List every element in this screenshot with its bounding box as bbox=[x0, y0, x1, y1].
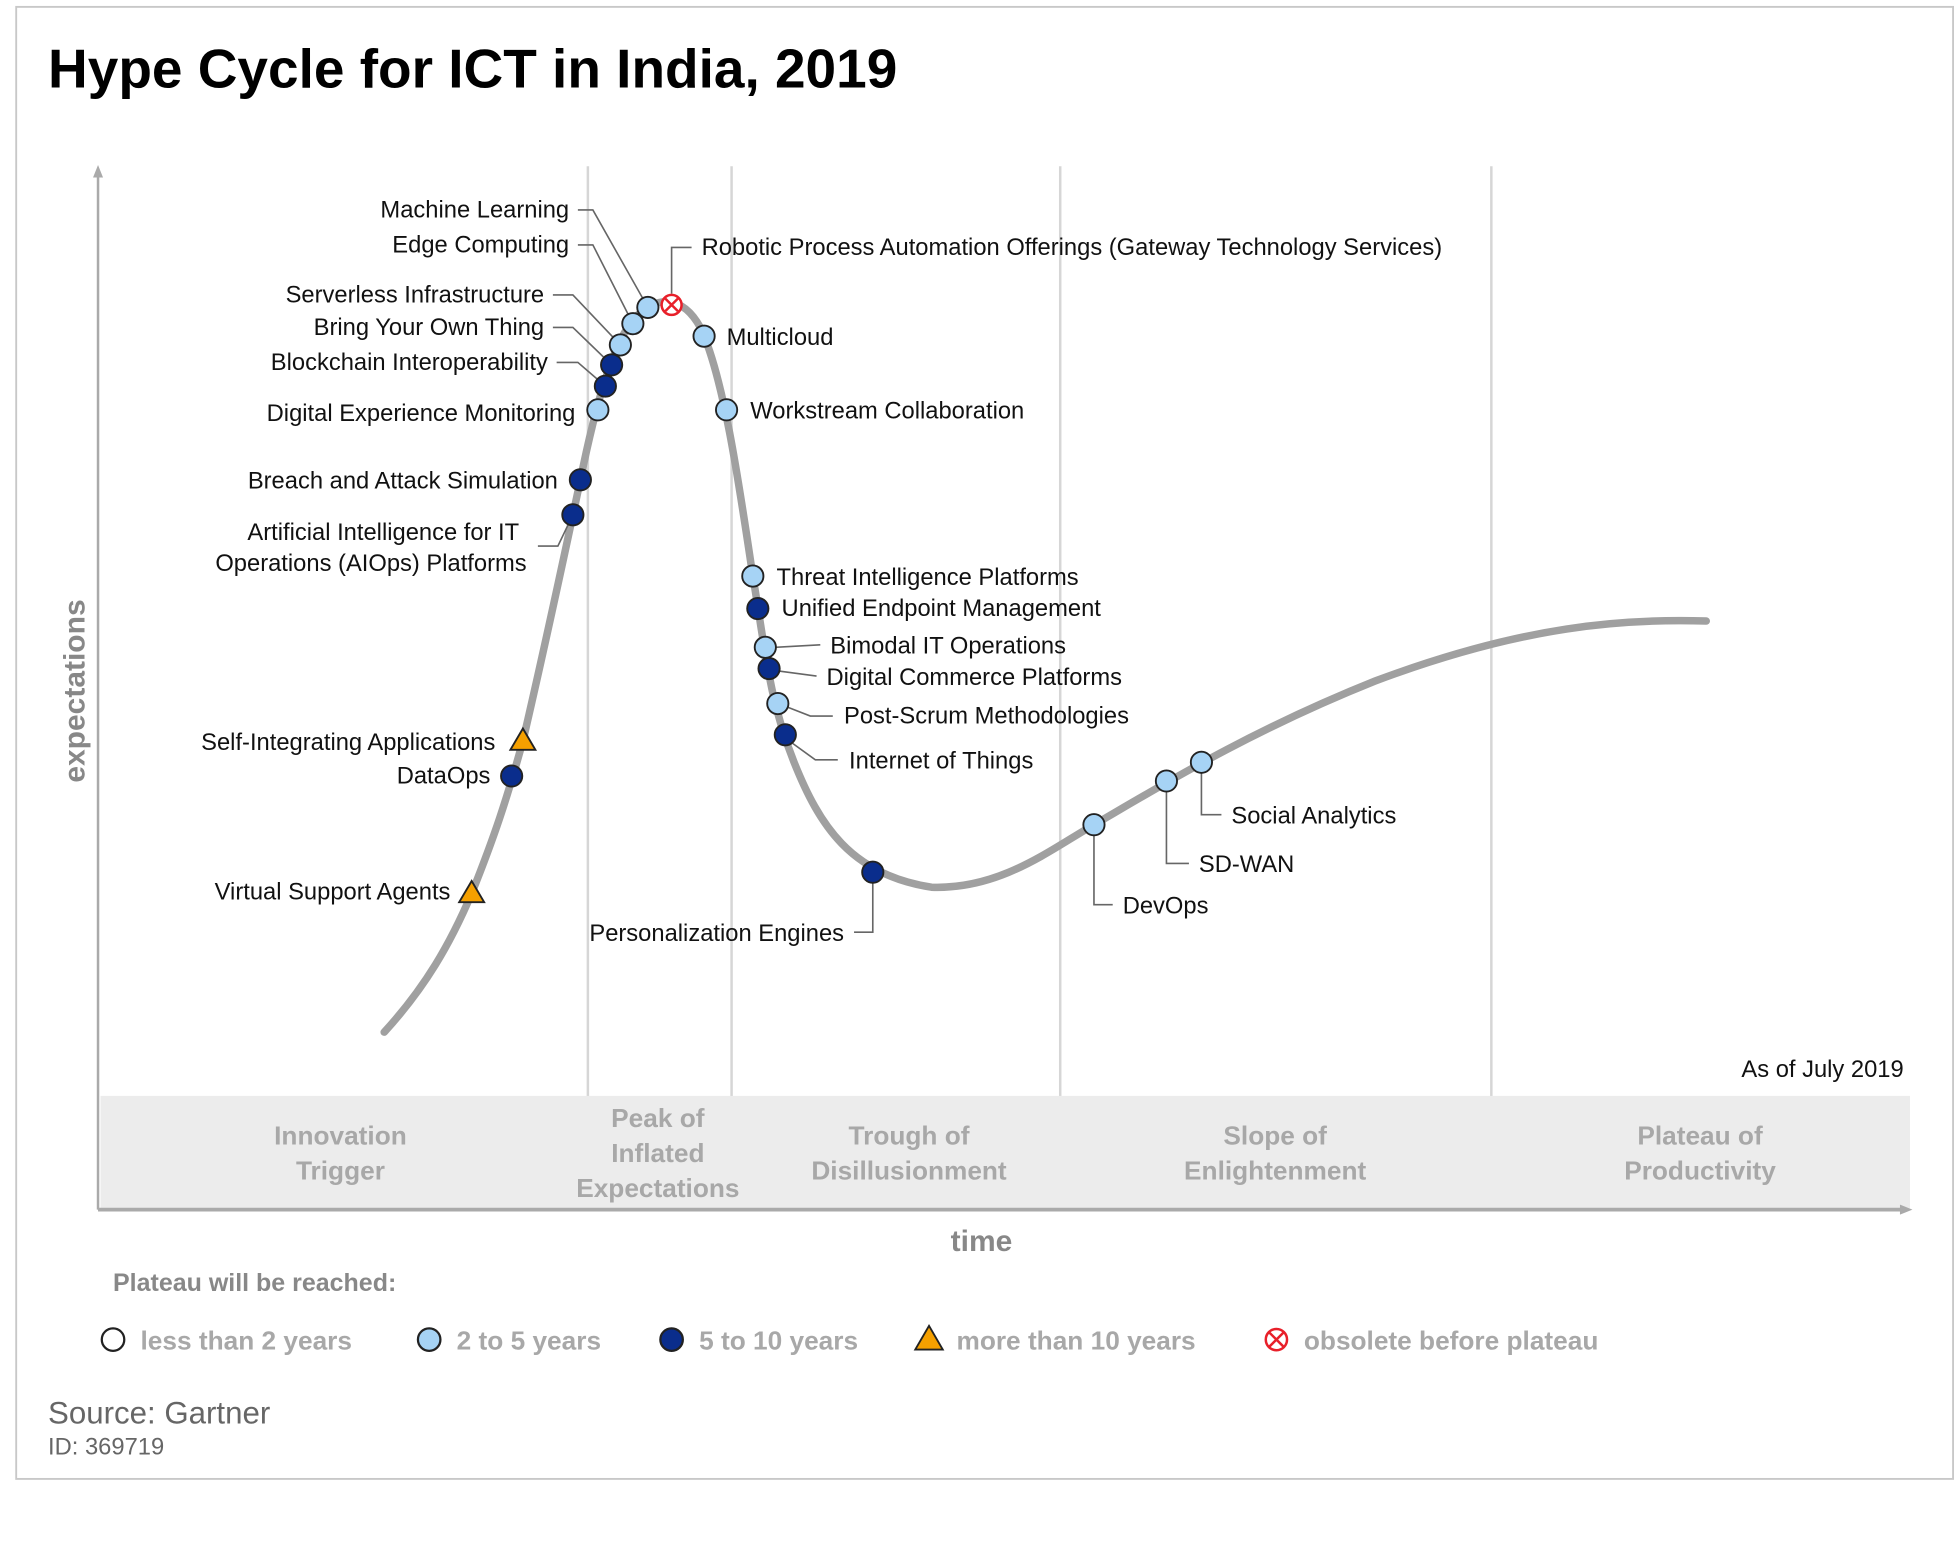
dataops-label: DataOps bbox=[397, 764, 491, 790]
social-analytics-leader-line bbox=[1200, 773, 1222, 816]
bimodal-it-operations-leader-line bbox=[775, 643, 821, 649]
social-analytics-label: Social Analytics bbox=[1231, 803, 1396, 829]
legend-item-2-to-5-years: 2 to 5 years bbox=[416, 1326, 601, 1356]
legend-circle-icon bbox=[659, 1327, 684, 1352]
unified-endpoint-management-label: Unified Endpoint Management bbox=[782, 596, 1102, 622]
document-id: ID: 369719 bbox=[48, 1435, 164, 1461]
legend-item-more-than-10-years: more than 10 years bbox=[913, 1323, 1196, 1356]
edge-computing-leader-line bbox=[577, 244, 634, 325]
sd-wan-circle-marker bbox=[1154, 769, 1178, 793]
social-analytics-circle-marker bbox=[1189, 750, 1213, 774]
virtual-support-agents-triangle-marker bbox=[457, 879, 486, 904]
legend-label: obsolete before plateau bbox=[1304, 1326, 1598, 1356]
phase-labels: Innovation Trigger Peak of Inflated Expectat… bbox=[274, 1103, 1776, 1203]
x-axis-label: time bbox=[951, 1225, 1013, 1258]
workstream-collaboration-circle-marker bbox=[715, 398, 739, 422]
phase-label-plateau-of-productivity: Plateau of Productivity bbox=[1624, 1121, 1776, 1186]
legend-triangle-icon bbox=[913, 1323, 945, 1351]
internet-of-things-label: Internet of Things bbox=[849, 749, 1033, 775]
chart-title: Hype Cycle for ICT in India, 2019 bbox=[48, 37, 897, 99]
multicloud-label: Multicloud bbox=[727, 325, 834, 351]
self-integrating-applications-triangle-marker bbox=[508, 726, 538, 751]
bring-your-own-thing-circle-marker bbox=[600, 353, 624, 377]
phase-label-slope-of-enlightenment: Slope of Enlightenment bbox=[1184, 1121, 1366, 1186]
y-axis-label: expectations bbox=[58, 599, 91, 782]
internet-of-things-circle-marker bbox=[773, 723, 797, 747]
as-of-label: As of July 2019 bbox=[1741, 1057, 1903, 1083]
bring-your-own-thing-leader-line bbox=[552, 326, 613, 366]
virtual-support-agents-label: Virtual Support Agents bbox=[215, 880, 451, 906]
threat-intelligence-platforms-label: Threat Intelligence Platforms bbox=[777, 565, 1079, 591]
artificial-intelligence-for-it-operations-aiops-platforms-circle-marker bbox=[561, 503, 585, 527]
legend-label: less than 2 years bbox=[141, 1326, 352, 1356]
machine-learning-leader-line bbox=[577, 209, 649, 308]
robotic-process-automation-offerings-gateway-technology-services-obsolete-marker bbox=[660, 293, 683, 317]
y-axis-arrow bbox=[93, 164, 104, 178]
legend-circle-icon bbox=[416, 1327, 442, 1352]
robotic-process-automation-offerings-gateway-technology-services-label: Robotic Process Automation Offerings (Ga… bbox=[702, 235, 1443, 261]
robotic-process-automation-offerings-gateway-technology-services-leader-line bbox=[670, 246, 692, 294]
phase-label-peak-of-inflated-expectations: Peak of Inflated Expectations bbox=[576, 1103, 739, 1203]
bring-your-own-thing-label: Bring Your Own Thing bbox=[314, 315, 544, 341]
digital-experience-monitoring-label: Digital Experience Monitoring bbox=[267, 401, 576, 427]
bimodal-it-operations-label: Bimodal IT Operations bbox=[830, 634, 1066, 660]
breach-and-attack-simulation-circle-marker bbox=[568, 468, 592, 492]
legend-title: Plateau will be reached: bbox=[113, 1269, 396, 1297]
digital-experience-monitoring-circle-marker bbox=[586, 398, 610, 422]
legend: less than 2 years 2 to 5 years 5 to 10 yea… bbox=[100, 1323, 1598, 1356]
blockchain-interoperability-circle-marker bbox=[593, 374, 617, 398]
devops-leader-line bbox=[1093, 835, 1113, 906]
self-integrating-applications-label: Self-Integrating Applications bbox=[201, 730, 495, 756]
unified-endpoint-management-circle-marker bbox=[746, 596, 770, 621]
serverless-infrastructure-leader-line bbox=[552, 294, 621, 346]
dataops-circle-marker bbox=[500, 764, 524, 788]
digital-commerce-platforms-circle-marker bbox=[757, 656, 781, 681]
edge-computing-label: Edge Computing bbox=[392, 232, 569, 258]
phase-dividers bbox=[586, 166, 1493, 1210]
legend-label: more than 10 years bbox=[957, 1326, 1196, 1356]
edge-computing-circle-marker bbox=[621, 312, 645, 336]
breach-and-attack-simulation-label: Breach and Attack Simulation bbox=[248, 469, 558, 495]
legend-circle-icon bbox=[100, 1327, 126, 1352]
machine-learning-circle-marker bbox=[636, 295, 660, 319]
threat-intelligence-platforms-circle-marker bbox=[741, 564, 765, 588]
legend-item-5-to-10-years: 5 to 10 years bbox=[659, 1326, 858, 1356]
legend-item-obsolete-before-plateau: obsolete before plateau bbox=[1264, 1326, 1598, 1356]
bimodal-it-operations-circle-marker bbox=[753, 635, 777, 659]
blockchain-interoperability-leader-line bbox=[556, 361, 606, 387]
legend-label: 5 to 10 years bbox=[699, 1326, 858, 1356]
phase-band bbox=[100, 1095, 1910, 1209]
digital-commerce-platforms-label: Digital Commerce Platforms bbox=[827, 665, 1123, 691]
source-label: Source: Gartner bbox=[48, 1395, 270, 1430]
devops-circle-marker bbox=[1082, 813, 1106, 837]
post-scrum-methodologies-label: Post-Scrum Methodologies bbox=[844, 704, 1129, 730]
post-scrum-methodologies-leader-line bbox=[787, 706, 833, 717]
personalization-engines-leader-line bbox=[854, 883, 874, 934]
devops-label: DevOps bbox=[1123, 893, 1209, 919]
serverless-infrastructure-circle-marker bbox=[608, 333, 632, 357]
phase-label-trough-of-disillusionment: Trough of Disillusionment bbox=[811, 1121, 1007, 1186]
multicloud-circle-marker bbox=[692, 324, 716, 348]
personalization-engines-circle-marker bbox=[861, 860, 885, 884]
machine-learning-label: Machine Learning bbox=[380, 197, 569, 223]
personalization-engines-label: Personalization Engines bbox=[589, 921, 844, 947]
blockchain-interoperability-label: Blockchain Interoperability bbox=[271, 350, 548, 376]
sd-wan-label: SD-WAN bbox=[1199, 852, 1294, 878]
artificial-intelligence-for-it-operations-aiops-platforms-label: Artificial Intelligence for IT Operations… bbox=[215, 520, 526, 577]
legend-label: 2 to 5 years bbox=[457, 1326, 601, 1356]
x-axis-arrow bbox=[1899, 1204, 1913, 1215]
internet-of-things-leader-line bbox=[792, 742, 838, 761]
phase-label-innovation-trigger: Innovation Trigger bbox=[274, 1121, 407, 1186]
sd-wan-leader-line bbox=[1165, 792, 1189, 865]
digital-commerce-platforms-leader-line bbox=[778, 670, 817, 677]
leader-lines bbox=[537, 209, 1222, 934]
legend-item-less-than-2-years: less than 2 years bbox=[100, 1326, 352, 1356]
workstream-collaboration-label: Workstream Collaboration bbox=[750, 399, 1024, 425]
post-scrum-methodologies-circle-marker bbox=[766, 691, 790, 716]
technology-labels: Machine Learning Edge Computing Serverless… bbox=[201, 197, 1442, 947]
serverless-infrastructure-label: Serverless Infrastructure bbox=[286, 282, 545, 308]
technology-markers bbox=[457, 293, 1213, 904]
frame-border bbox=[15, 5, 1955, 1480]
